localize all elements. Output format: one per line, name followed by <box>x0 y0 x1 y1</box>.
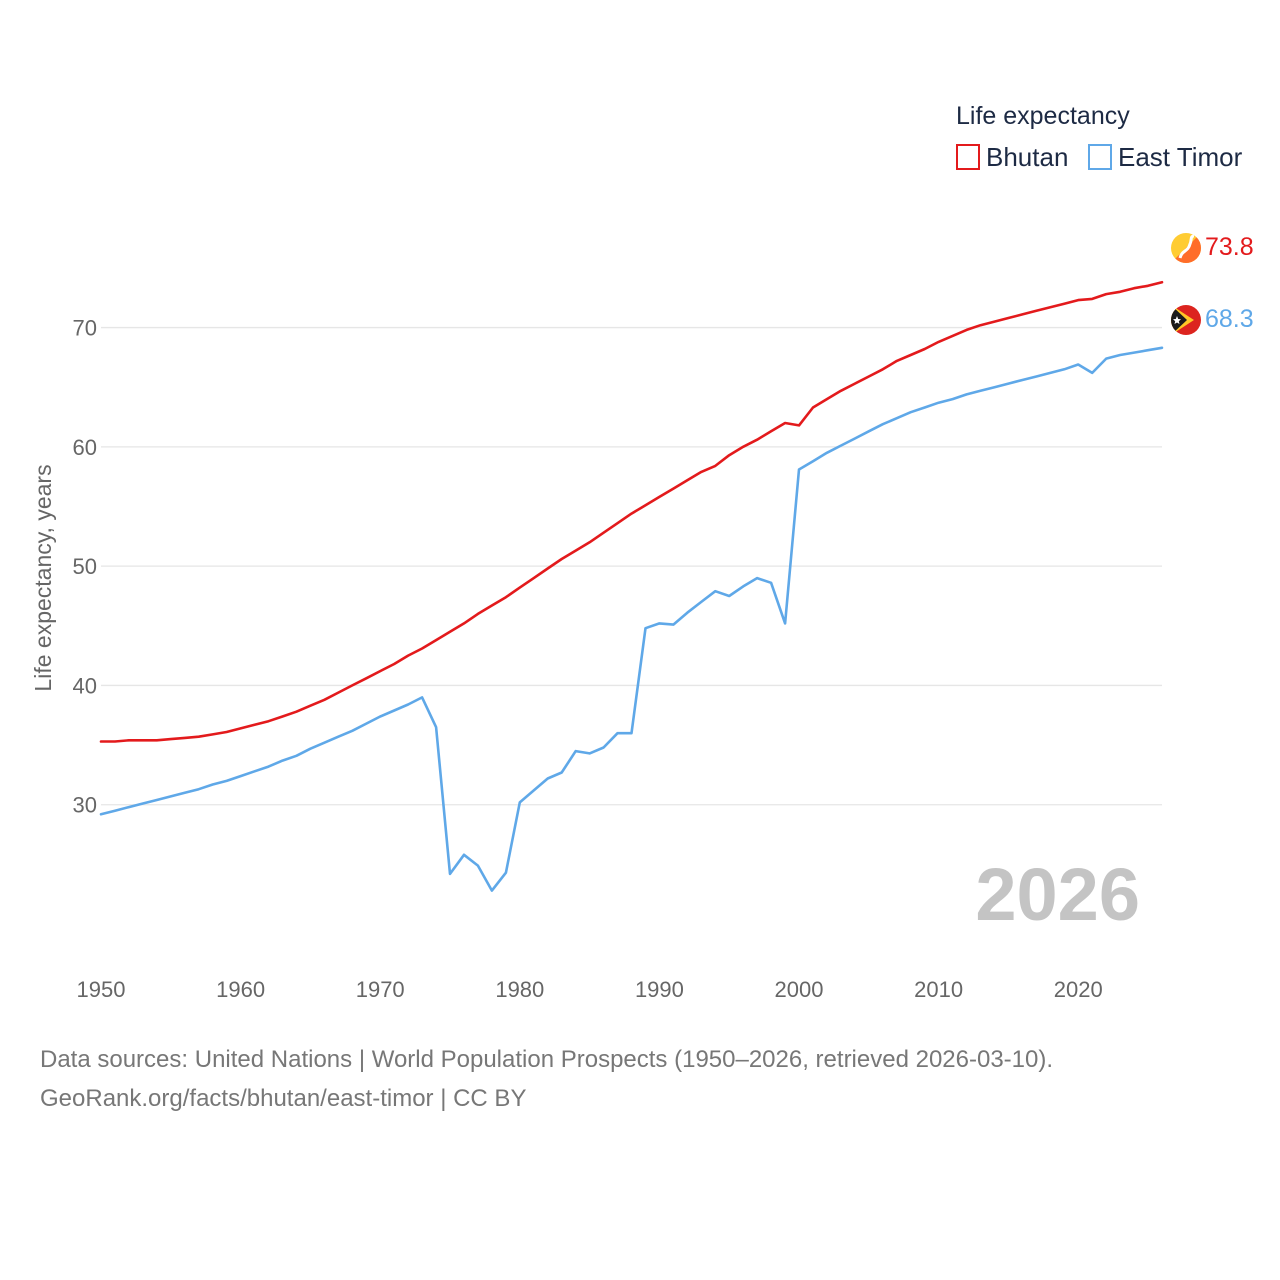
legend-swatch-bhutan <box>956 144 980 170</box>
footer: Data sources: United Nations | World Pop… <box>40 1040 1053 1118</box>
gridlines <box>101 326 1162 806</box>
legend-label-east-timor: East Timor <box>1118 142 1243 172</box>
x-tick-label: 1970 <box>356 977 405 1002</box>
x-tick-label: 2000 <box>775 977 824 1002</box>
east-timor-flag-icon <box>1171 305 1201 335</box>
legend-swatch-east-timor <box>1088 144 1112 170</box>
x-tick-label: 1950 <box>77 977 126 1002</box>
current-year-label: 2026 <box>975 853 1140 936</box>
y-tick-label: 70 <box>73 316 97 341</box>
x-axis-ticks: 1950 1960 1970 1980 1990 2000 2010 2020 <box>77 977 1103 1002</box>
bhutan-flag-icon <box>1171 233 1201 263</box>
x-tick-label: 1980 <box>495 977 544 1002</box>
y-tick-label: 30 <box>73 793 97 818</box>
data-sources-text: Data sources: United Nations | World Pop… <box>40 1046 1054 1073</box>
y-tick-label: 50 <box>73 554 97 579</box>
legend-title: Life expectancy <box>956 102 1130 130</box>
legend-item-east-timor[interactable]: East Timor <box>1088 142 1243 172</box>
series-line-east-timor[interactable] <box>99 346 1164 892</box>
east-timor-end-value: 68.3 <box>1205 305 1254 333</box>
x-tick-label: 2020 <box>1054 977 1103 1002</box>
y-axis-label: Life expectancy, years <box>30 464 56 691</box>
legend-label-bhutan: Bhutan <box>986 142 1068 172</box>
x-tick-label: 1960 <box>216 977 265 1002</box>
legend: Life expectancy Bhutan East Timor <box>956 102 1243 172</box>
y-tick-label: 40 <box>73 673 97 698</box>
bhutan-end-value: 73.8 <box>1205 233 1254 261</box>
x-tick-label: 2010 <box>914 977 963 1002</box>
x-tick-label: 1990 <box>635 977 684 1002</box>
series-line-bhutan[interactable] <box>99 280 1164 743</box>
source-url-text[interactable]: GeoRank.org/facts/bhutan/east-timor | CC… <box>40 1085 527 1112</box>
series-lines <box>99 280 1164 892</box>
y-axis-ticks: 30 40 50 60 70 <box>73 316 97 818</box>
y-tick-label: 60 <box>73 435 97 460</box>
legend-item-bhutan[interactable]: Bhutan <box>956 142 1068 172</box>
